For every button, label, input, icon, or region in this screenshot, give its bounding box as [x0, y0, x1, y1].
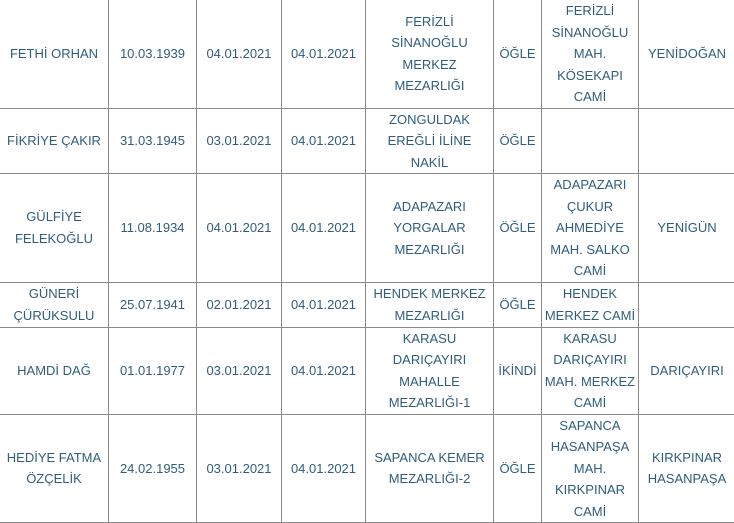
cell-birth: 24.02.1955	[109, 414, 197, 523]
cell-death: 03.01.2021	[197, 327, 282, 414]
cell-death: 03.01.2021	[197, 108, 282, 174]
cell-burial: 04.01.2021	[282, 327, 366, 414]
cell-cemetery: ADAPAZARI YORGALAR MEZARLIĞI	[366, 174, 494, 283]
cell-name: FİKRİYE ÇAKIR	[0, 108, 109, 174]
cell-mosque	[542, 108, 639, 174]
cell-prayer: ÖĞLE	[494, 282, 542, 327]
cell-name: GÜLFİYE FELEKOĞLU	[0, 174, 109, 283]
cell-birth: 25.07.1941	[109, 282, 197, 327]
cell-burial: 04.01.2021	[282, 108, 366, 174]
cell-prayer: ÖĞLE	[494, 108, 542, 174]
cell-burial: 04.01.2021	[282, 282, 366, 327]
cell-mosque: ADAPAZARI ÇUKUR AHMEDİYE MAH. SALKO CAMİ	[542, 174, 639, 283]
cell-neighborhood	[639, 108, 734, 174]
cell-name: HEDİYE FATMA ÖZÇELİK	[0, 414, 109, 523]
cell-cemetery: ZONGULDAK EREĞLİ İLİNE NAKİL	[366, 108, 494, 174]
cell-death: 04.01.2021	[197, 174, 282, 283]
cell-death: 04.01.2021	[197, 0, 282, 108]
cell-name: FETHİ ORHAN	[0, 0, 109, 108]
cell-mosque: SAPANCA HASANPAŞA MAH. KIRKPINAR CAMİ	[542, 414, 639, 523]
cell-death: 02.01.2021	[197, 282, 282, 327]
cell-birth: 11.08.1934	[109, 174, 197, 283]
cell-prayer: ÖĞLE	[494, 414, 542, 523]
cell-birth: 31.03.1945	[109, 108, 197, 174]
cell-neighborhood: DARIÇAYIRI	[639, 327, 734, 414]
cell-death: 03.01.2021	[197, 414, 282, 523]
cell-cemetery: HENDEK MERKEZ MEZARLIĞI	[366, 282, 494, 327]
cell-cemetery: SAPANCA KEMER MEZARLIĞI-2	[366, 414, 494, 523]
cell-cemetery: KARASU DARIÇAYIRI MAHALLE MEZARLIĞI-1	[366, 327, 494, 414]
cell-prayer: İKİNDİ	[494, 327, 542, 414]
cell-mosque: FERİZLİ SİNANOĞLU MAH. KÖSEKAPI CAMİ	[542, 0, 639, 108]
cell-neighborhood: YENİGÜN	[639, 174, 734, 283]
cell-name: HAMDİ DAĞ	[0, 327, 109, 414]
cell-prayer: ÖĞLE	[494, 174, 542, 283]
cell-name: GÜNERİ ÇÜRÜKSULU	[0, 282, 109, 327]
cell-burial: 04.01.2021	[282, 414, 366, 523]
cell-prayer: ÖĞLE	[494, 0, 542, 108]
cell-neighborhood: KIRKPINAR HASANPAŞA	[639, 414, 734, 523]
cell-burial: 04.01.2021	[282, 0, 366, 108]
cell-mosque: KARASU DARIÇAYIRI MAH. MERKEZ CAMİ	[542, 327, 639, 414]
cell-neighborhood: YENİDOĞAN	[639, 0, 734, 108]
cell-mosque: HENDEK MERKEZ CAMİ	[542, 282, 639, 327]
cell-cemetery: FERİZLİ SİNANOĞLU MERKEZ MEZARLIĞI	[366, 0, 494, 108]
cell-birth: 01.01.1977	[109, 327, 197, 414]
cell-birth: 10.03.1939	[109, 0, 197, 108]
cell-burial: 04.01.2021	[282, 174, 366, 283]
cell-neighborhood	[639, 282, 734, 327]
